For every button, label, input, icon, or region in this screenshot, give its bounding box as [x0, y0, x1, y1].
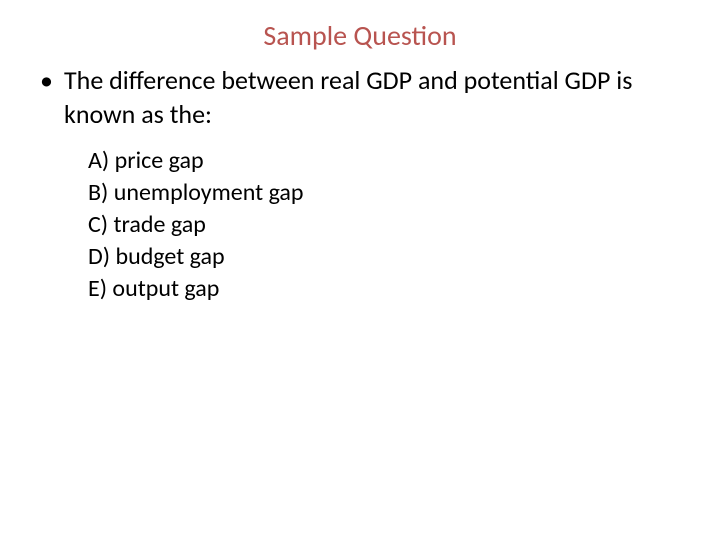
- option-d: D) budget gap: [88, 241, 680, 273]
- slide-title: Sample Question: [0, 0, 720, 59]
- options-list: A) price gap B) unemployment gap C) trad…: [88, 145, 680, 305]
- question-row: • The difference between real GDP and po…: [40, 63, 680, 131]
- option-c: C) trade gap: [88, 209, 680, 241]
- slide-body: • The difference between real GDP and po…: [0, 63, 720, 305]
- option-e: E) output gap: [88, 273, 680, 305]
- bullet-icon: •: [40, 63, 64, 97]
- option-a: A) price gap: [88, 145, 680, 177]
- question-text: The difference between real GDP and pote…: [64, 63, 680, 131]
- option-b: B) unemployment gap: [88, 177, 680, 209]
- slide: Sample Question • The difference between…: [0, 0, 720, 540]
